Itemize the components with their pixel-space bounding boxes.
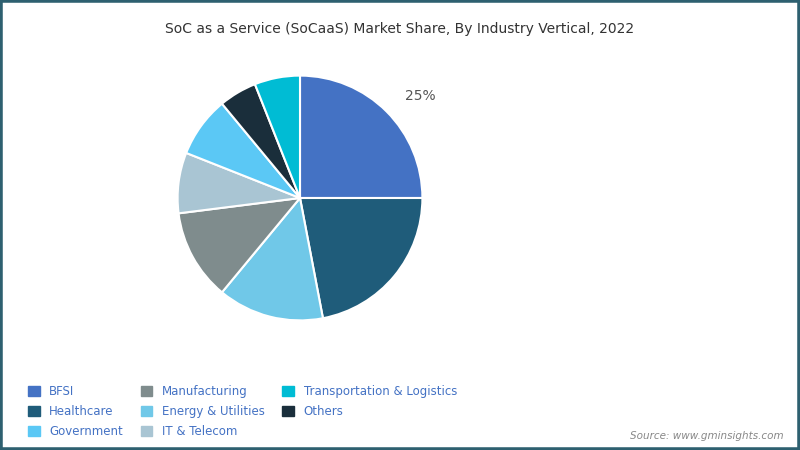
Legend: BFSI, Healthcare, Government, Manufacturing, Energy & Utilities, IT & Telecom, T: BFSI, Healthcare, Government, Manufactur… — [22, 379, 463, 444]
Wedge shape — [178, 198, 300, 292]
Wedge shape — [222, 84, 300, 198]
Text: Source: www.gminsights.com: Source: www.gminsights.com — [630, 431, 784, 441]
Text: SoC as a Service (SoCaaS) Market Share, By Industry Vertical, 2022: SoC as a Service (SoCaaS) Market Share, … — [166, 22, 634, 36]
Wedge shape — [300, 76, 422, 198]
Text: 25%: 25% — [405, 89, 435, 103]
Wedge shape — [300, 198, 422, 318]
Wedge shape — [186, 104, 300, 198]
Wedge shape — [255, 76, 300, 198]
Wedge shape — [222, 198, 323, 320]
Wedge shape — [178, 153, 300, 213]
